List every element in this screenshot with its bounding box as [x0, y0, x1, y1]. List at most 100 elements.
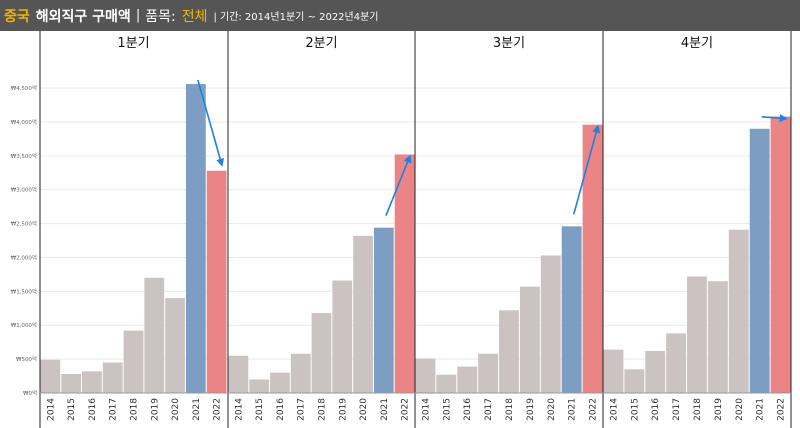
- x-tick-label: 2015: [630, 398, 640, 421]
- bar-2016[interactable]: [645, 350, 666, 393]
- title-item-value[interactable]: 전체: [181, 8, 208, 25]
- panel-2: 2분기 2014 2015 2016 2017 2018 2019 2020 2021 2022: [228, 36, 415, 421]
- bar-2016[interactable]: [457, 366, 478, 393]
- panel-title: 1분기: [117, 36, 149, 51]
- bar-2020[interactable]: [728, 229, 749, 393]
- y-tick-label: ₩3,500억: [11, 152, 37, 160]
- x-tick-label: 2017: [297, 398, 307, 421]
- bar-2018[interactable]: [311, 313, 332, 393]
- y-tick-label: ₩3,000억: [11, 186, 37, 194]
- x-tick-label: 2022: [589, 398, 599, 421]
- bar-2021[interactable]: [561, 226, 582, 393]
- x-tick-label: 2018: [505, 398, 515, 421]
- trend-arrow: [572, 124, 601, 215]
- bar-2014[interactable]: [415, 358, 436, 393]
- bar-2018[interactable]: [123, 330, 144, 393]
- title-period: | 기간: 2014년1분기 ~ 2022년4분기: [213, 12, 379, 23]
- x-tick-label: 2019: [338, 398, 348, 421]
- y-tick-label: ₩0억: [23, 389, 37, 397]
- bar-2015[interactable]: [61, 374, 82, 393]
- title-country: 중국: [4, 8, 30, 25]
- bar-2017[interactable]: [102, 362, 123, 393]
- x-tick-label: 2017: [109, 398, 119, 421]
- bar-2020[interactable]: [353, 235, 373, 393]
- panel-title: 3분기: [493, 36, 525, 51]
- panel-title: 4분기: [681, 36, 713, 51]
- x-tick-label: 2021: [192, 398, 202, 421]
- x-tick-label: 2014: [46, 398, 56, 421]
- x-tick-label: 2022: [777, 398, 787, 421]
- bar-2019[interactable]: [707, 281, 728, 393]
- y-tick-label: ₩2,000억: [11, 253, 37, 261]
- bar-2016[interactable]: [82, 371, 102, 393]
- trend-arrow: [761, 114, 788, 123]
- bar-2014[interactable]: [228, 355, 249, 393]
- y-tick-label: ₩500억: [16, 355, 37, 363]
- y-tick-label: ₩4,500억: [11, 84, 37, 92]
- bar-2019[interactable]: [519, 286, 540, 393]
- x-tick-label: 2018: [130, 398, 140, 421]
- x-tick-label: 2022: [213, 398, 223, 421]
- x-tick-label: 2014: [421, 398, 431, 421]
- x-tick-label: 2015: [255, 398, 265, 421]
- x-tick-label: 2016: [88, 398, 98, 421]
- bar-2019[interactable]: [144, 277, 165, 393]
- x-tick-label: 2019: [714, 398, 724, 421]
- x-tick-label: 2017: [484, 398, 494, 421]
- bar-2018[interactable]: [687, 276, 707, 393]
- y-tick-label: ₩1,500억: [11, 287, 37, 295]
- x-tick-label: 2020: [735, 398, 745, 421]
- x-tick-label: 2019: [526, 398, 536, 421]
- x-tick-label: 2014: [609, 398, 619, 421]
- x-tick-label: 2018: [318, 398, 328, 421]
- title-metric: 해외직구 구매액: [35, 8, 131, 25]
- x-tick-label: 2020: [547, 398, 557, 421]
- bar-2016[interactable]: [270, 372, 290, 393]
- bar-2022[interactable]: [582, 124, 603, 394]
- x-tick-label: 2022: [401, 398, 411, 421]
- x-tick-label: 2016: [651, 398, 661, 421]
- panel-title: 2분기: [305, 36, 337, 51]
- bar-2019[interactable]: [332, 280, 353, 393]
- bar-2022[interactable]: [206, 170, 227, 393]
- x-tick-label: 2021: [756, 398, 766, 421]
- bar-2020[interactable]: [165, 298, 185, 393]
- panel-3: 3분기 2014 2015 2016 2017 2018 2019 2020 2021 2022: [415, 36, 603, 421]
- trend-arrow: [385, 154, 412, 216]
- bar-2022[interactable]: [394, 154, 415, 393]
- x-tick-label: 2014: [234, 398, 244, 421]
- bar-2021[interactable]: [185, 84, 206, 393]
- bar-2021[interactable]: [749, 128, 770, 393]
- trend-arrow: [197, 79, 225, 167]
- x-tick-label: 2016: [276, 398, 286, 421]
- x-tick-label: 2020: [171, 398, 181, 421]
- title-bar: 중국 해외직구 구매액 | 품목: 전체 | 기간: 2014년1분기 ~ 20…: [0, 0, 800, 31]
- title-item-label: 품목:: [145, 8, 176, 25]
- bar-2017[interactable]: [290, 353, 311, 393]
- panel-4: 4분기 2014 2015 2016 2017 2018 2019 2020 2021 2022: [603, 36, 791, 421]
- bar-2018[interactable]: [499, 310, 519, 393]
- bar-2020[interactable]: [540, 255, 561, 393]
- title-separator: |: [135, 8, 141, 23]
- bar-2022[interactable]: [770, 116, 791, 394]
- bar-2015[interactable]: [436, 374, 457, 393]
- bar-2014[interactable]: [603, 349, 624, 393]
- x-tick-label: 2021: [380, 398, 390, 421]
- bar-2015[interactable]: [249, 379, 270, 393]
- x-tick-label: 2017: [672, 398, 682, 421]
- bar-2017[interactable]: [478, 353, 499, 393]
- bar-2021[interactable]: [373, 227, 394, 393]
- x-tick-label: 2016: [463, 398, 473, 421]
- x-tick-label: 2015: [442, 398, 452, 421]
- x-tick-label: 2018: [693, 398, 703, 421]
- y-tick-label: ₩4,000억: [11, 118, 37, 126]
- x-tick-label: 2020: [359, 398, 369, 421]
- y-tick-label: ₩2,500억: [11, 220, 37, 228]
- x-tick-label: 2021: [568, 398, 578, 421]
- panel-1: 1분기 2014 2015 2016 2017 2018 2019 2020 2021 2022: [40, 36, 227, 421]
- bar-chart: ₩0억 ₩500억 ₩1,000억 ₩1,500억 ₩2,000억 ₩2,500억 ₩3,0…: [11, 31, 792, 428]
- y-tick-label: ₩1,000억: [11, 321, 37, 329]
- bar-2017[interactable]: [666, 333, 687, 393]
- bar-2014[interactable]: [40, 359, 61, 393]
- bar-2015[interactable]: [624, 369, 645, 393]
